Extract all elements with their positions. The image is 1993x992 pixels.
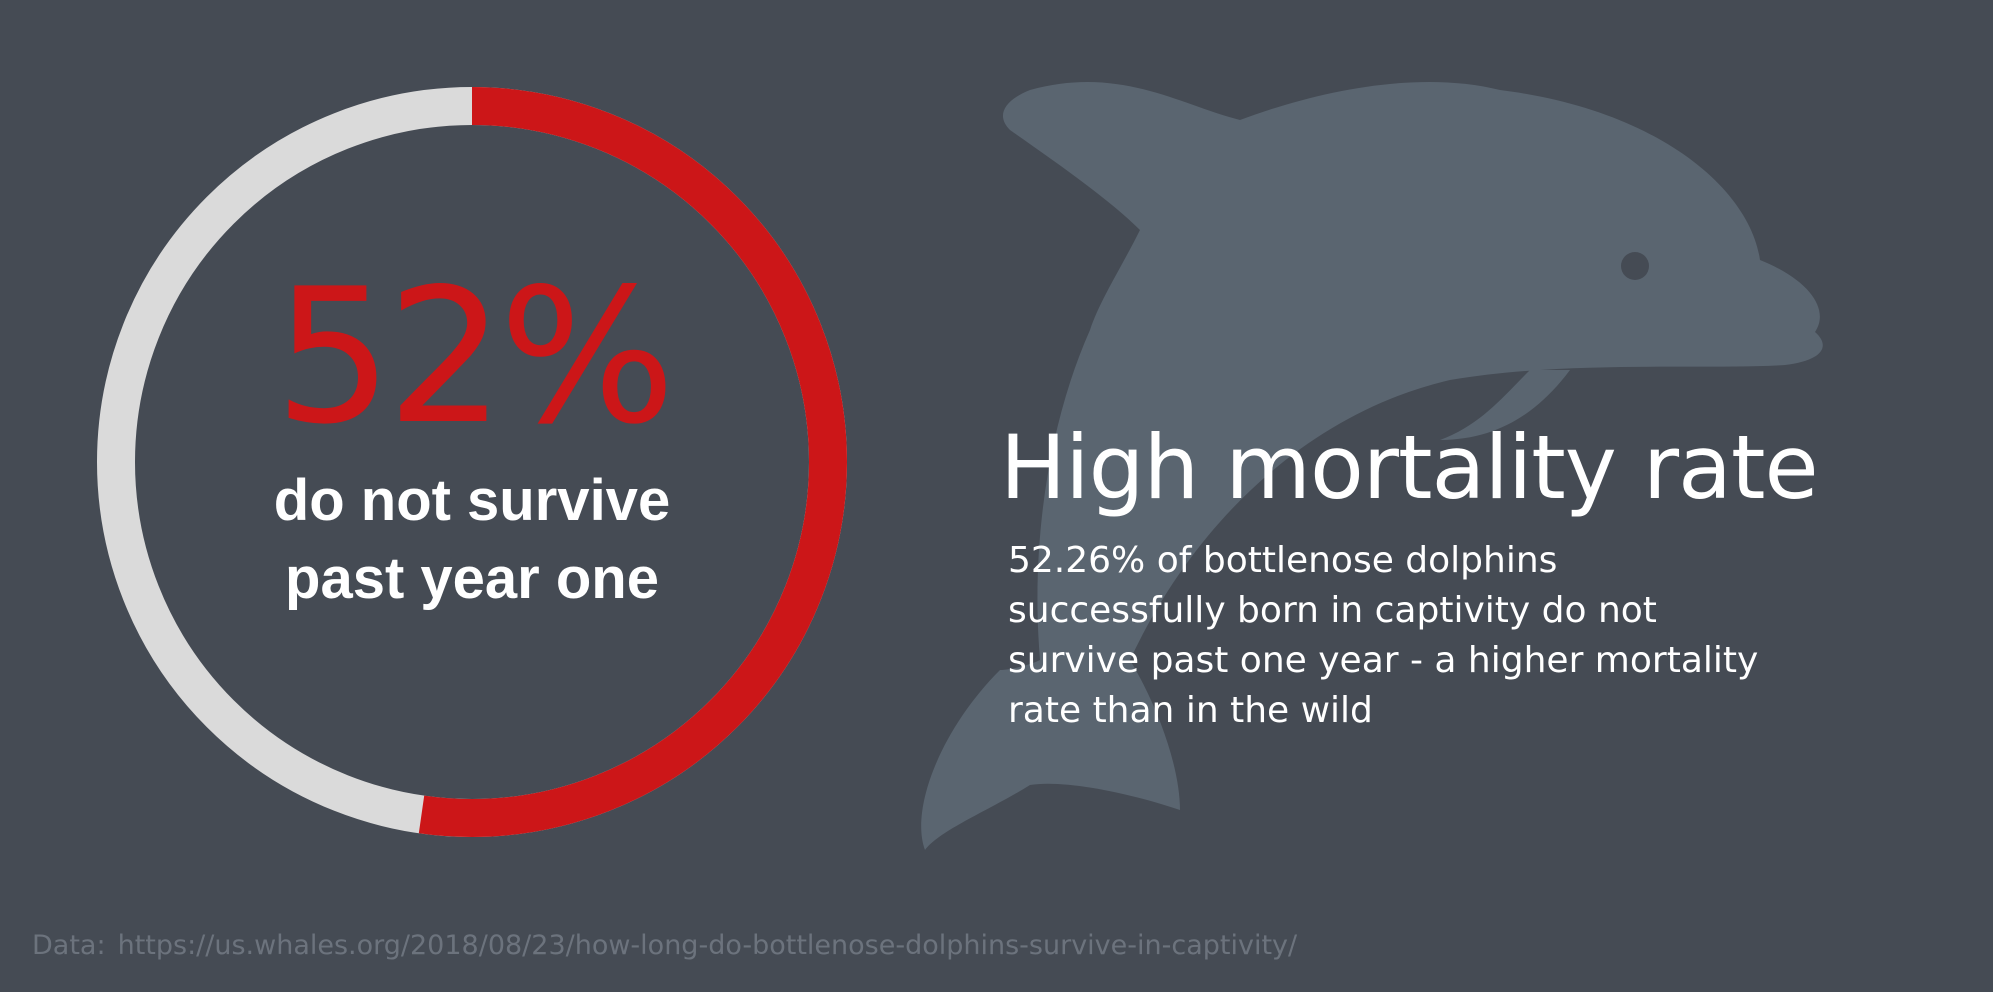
- stat-caption-line-1: do not survive: [273, 468, 671, 533]
- source-note: Data: https://us.whales.org/2018/08/23/ho…: [32, 930, 1297, 961]
- dolphin-body: [921, 81, 1823, 850]
- stat-caption-line-2: past year one: [285, 546, 659, 611]
- headline: High mortality rate: [1000, 416, 1819, 519]
- description: 52.26% of bottlenose dolphins successful…: [1008, 536, 1868, 736]
- description-line-2: successfully born in captivity do not: [1008, 590, 1657, 631]
- source-link[interactable]: https://us.whales.org/2018/08/23/how-lon…: [117, 930, 1298, 961]
- stat-value: 52%: [274, 248, 675, 465]
- stat-caption: do not survive past year one: [82, 462, 862, 618]
- donut-chart: 52% do not survive past year one: [82, 72, 862, 852]
- dolphin-icon: [921, 81, 1823, 850]
- description-line-1: 52.26% of bottlenose dolphins: [1008, 540, 1558, 581]
- source-label: Data:: [32, 930, 106, 961]
- dolphin-eye: [1621, 252, 1649, 280]
- description-line-4: rate than in the wild: [1008, 690, 1373, 731]
- description-line-3: survive past one year - a higher mortali…: [1008, 640, 1759, 681]
- donut-svg: [97, 87, 847, 837]
- dolphin-fin: [1440, 370, 1570, 440]
- donut-value-arc: [97, 87, 847, 837]
